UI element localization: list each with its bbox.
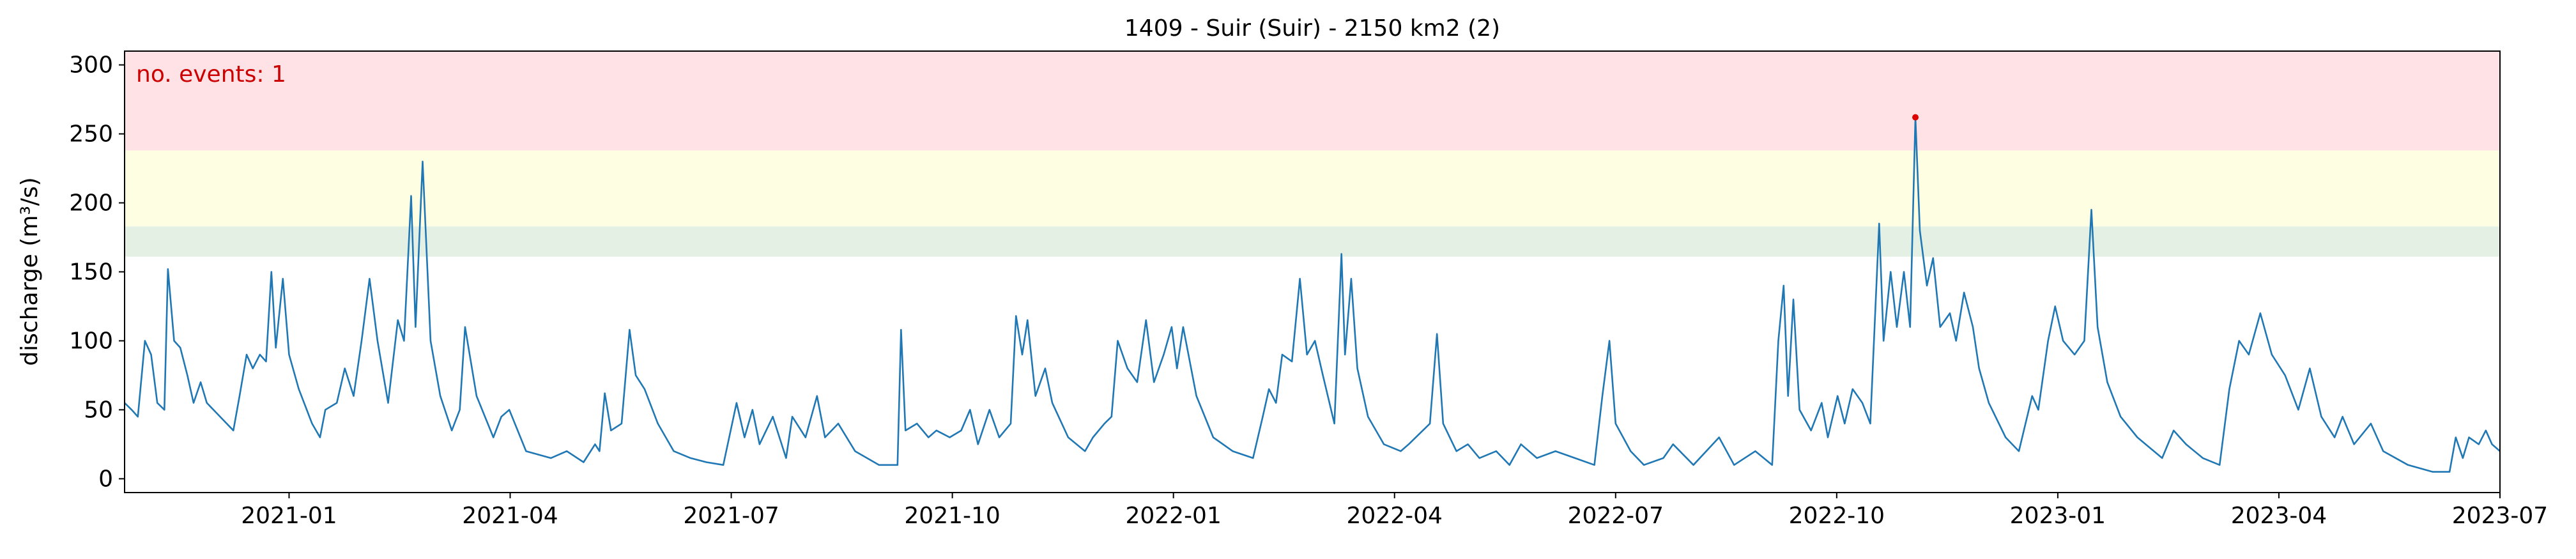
x-tick-label: 2022-07 bbox=[1568, 503, 1664, 529]
y-tick-label: 250 bbox=[69, 121, 113, 148]
x-tick-label: 2021-10 bbox=[904, 503, 1000, 529]
x-tick-label: 2023-04 bbox=[2231, 503, 2327, 529]
x-tick-label: 2022-01 bbox=[1125, 503, 1221, 529]
x-tick-label: 2021-07 bbox=[683, 503, 779, 529]
threshold-band bbox=[125, 51, 2500, 151]
threshold-band bbox=[125, 150, 2500, 227]
y-tick-label: 100 bbox=[69, 328, 113, 354]
x-tick-label: 2021-01 bbox=[241, 503, 337, 529]
discharge-line bbox=[124, 116, 2501, 473]
threshold-band bbox=[125, 226, 2500, 257]
y-tick-label: 150 bbox=[69, 259, 113, 286]
x-tick-label: 2021-04 bbox=[462, 503, 558, 529]
event-point bbox=[1912, 114, 1919, 121]
y-tick-label: 200 bbox=[69, 190, 113, 217]
x-tick-label: 2023-01 bbox=[2010, 503, 2106, 529]
y-tick-label: 0 bbox=[98, 466, 113, 492]
chart-title: 1409 - Suir (Suir) - 2150 km2 (2) bbox=[1124, 15, 1500, 42]
y-axis-label: discharge (m³/s) bbox=[17, 177, 43, 365]
annotation: no. events: 1 bbox=[136, 61, 286, 88]
plot-frame bbox=[124, 50, 2501, 493]
x-tick-label: 2023-07 bbox=[2452, 503, 2548, 529]
y-tick-label: 50 bbox=[84, 397, 113, 423]
y-tick-label: 300 bbox=[69, 52, 113, 79]
x-tick-label: 2022-10 bbox=[1789, 503, 1885, 529]
x-tick-label: 2022-04 bbox=[1347, 503, 1443, 529]
